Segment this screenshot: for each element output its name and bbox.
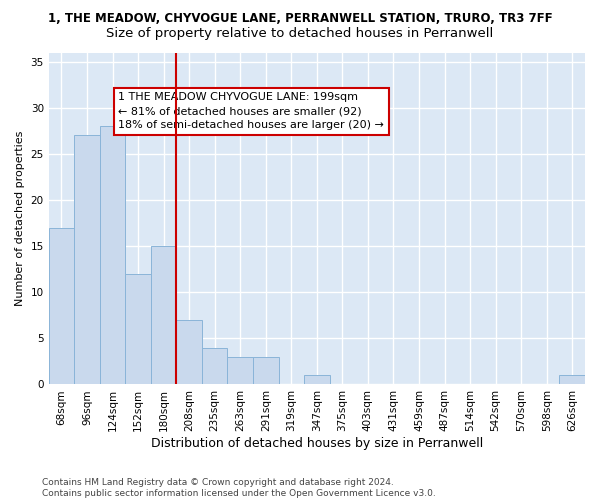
Y-axis label: Number of detached properties: Number of detached properties bbox=[15, 131, 25, 306]
Text: Size of property relative to detached houses in Perranwell: Size of property relative to detached ho… bbox=[106, 28, 494, 40]
Bar bbox=[202, 348, 227, 385]
Bar bbox=[253, 357, 278, 384]
Bar bbox=[304, 375, 329, 384]
Text: Contains HM Land Registry data © Crown copyright and database right 2024.
Contai: Contains HM Land Registry data © Crown c… bbox=[42, 478, 436, 498]
Bar bbox=[125, 274, 151, 384]
Bar bbox=[151, 246, 176, 384]
Text: 1 THE MEADOW CHYVOGUE LANE: 199sqm
← 81% of detached houses are smaller (92)
18%: 1 THE MEADOW CHYVOGUE LANE: 199sqm ← 81%… bbox=[118, 92, 384, 130]
Bar bbox=[49, 228, 74, 384]
Bar bbox=[559, 375, 585, 384]
Bar bbox=[100, 126, 125, 384]
Text: 1, THE MEADOW, CHYVOGUE LANE, PERRANWELL STATION, TRURO, TR3 7FF: 1, THE MEADOW, CHYVOGUE LANE, PERRANWELL… bbox=[47, 12, 553, 26]
Bar bbox=[227, 357, 253, 384]
Bar bbox=[74, 136, 100, 384]
Bar bbox=[176, 320, 202, 384]
X-axis label: Distribution of detached houses by size in Perranwell: Distribution of detached houses by size … bbox=[151, 437, 483, 450]
